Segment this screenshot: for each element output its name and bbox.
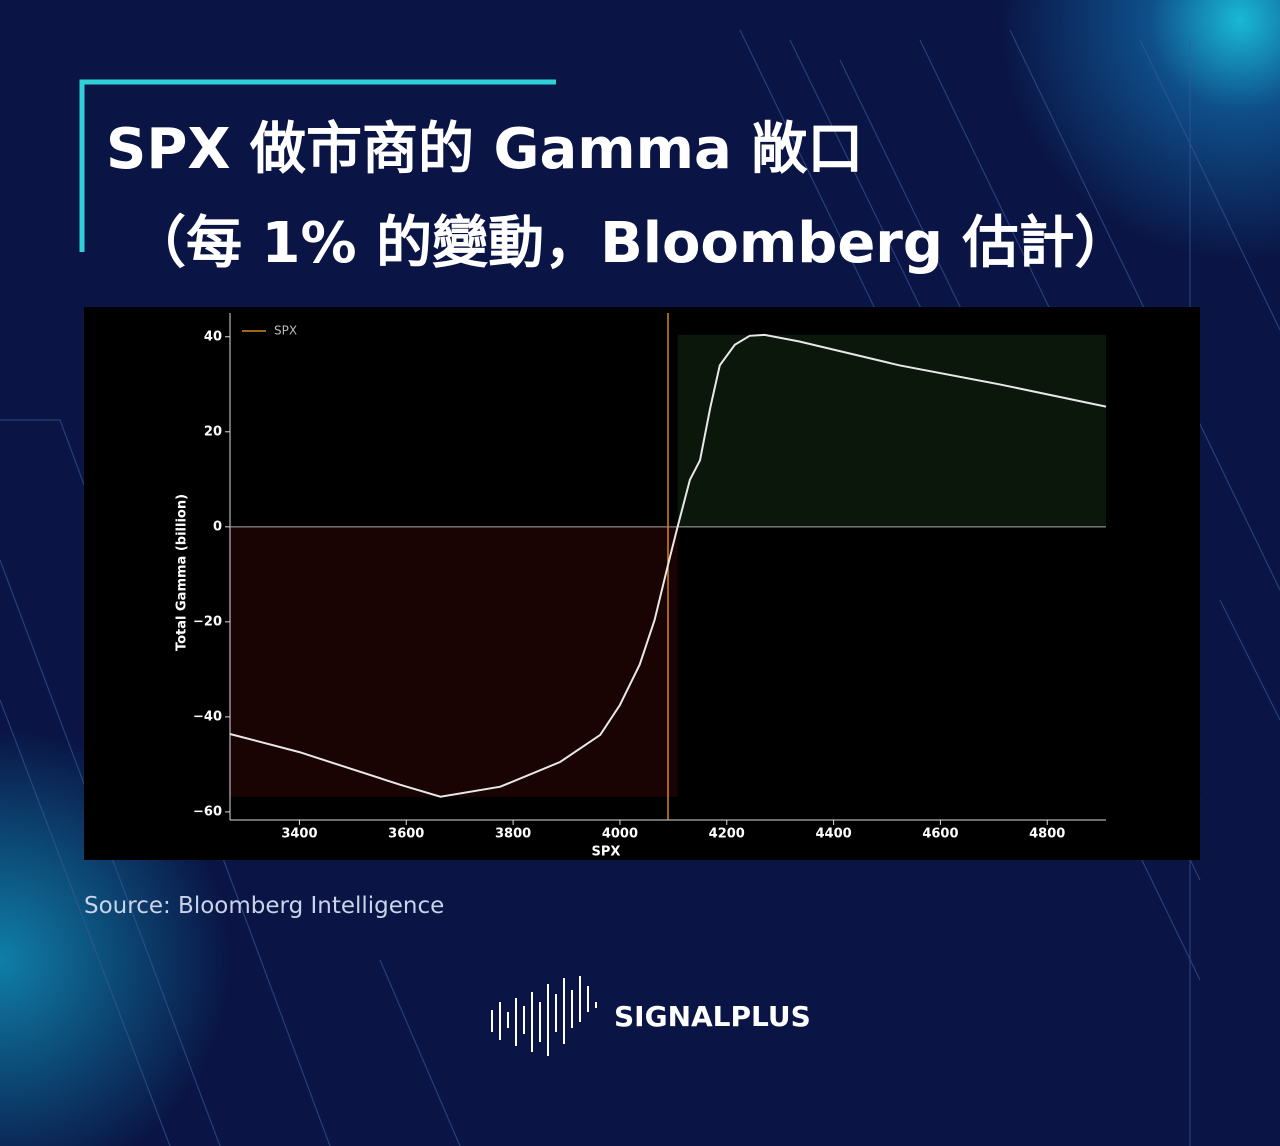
y-tick-label: 40 xyxy=(204,329,222,344)
positive-gamma-region xyxy=(677,334,1106,527)
negative-gamma-region xyxy=(230,526,678,797)
brand-name: SIGNALPLUS xyxy=(614,1000,811,1033)
y-tick-label: −60 xyxy=(193,804,222,819)
brand-logo xyxy=(491,976,597,1056)
gamma-curve xyxy=(229,333,1107,798)
source: Source: Bloomberg Intelligence xyxy=(84,893,445,919)
x-tick-label: 4200 xyxy=(709,827,745,842)
chart: −60 −40 −20 0 20 40 3400 3600 3800 4000 4200 4400 46… xyxy=(84,307,1200,860)
x-tick-label: 3800 xyxy=(495,827,531,842)
x-tick-label: 4000 xyxy=(602,827,638,842)
title: SPX 做市商的 Gamma 敞口 xyxy=(106,117,864,182)
y-axis-label: Total Gamma (billion) xyxy=(175,494,190,651)
y-tick-label: 0 xyxy=(213,519,222,534)
x-tick-label: 4800 xyxy=(1029,827,1065,842)
y-tick-label: −20 xyxy=(193,614,222,629)
legend-label: SPX xyxy=(274,324,297,338)
x-axis-label: SPX xyxy=(592,845,621,860)
x-tick-label: 4400 xyxy=(815,827,851,842)
y-tick-label: −40 xyxy=(193,709,222,724)
y-tick-label: 20 xyxy=(204,424,222,439)
x-tick-label: 4600 xyxy=(922,827,958,842)
subtitle: （每 1% 的變動，Bloomberg 估計） xyxy=(130,211,1131,276)
x-tick-label: 3600 xyxy=(388,827,424,842)
x-tick-label: 3400 xyxy=(281,827,317,842)
